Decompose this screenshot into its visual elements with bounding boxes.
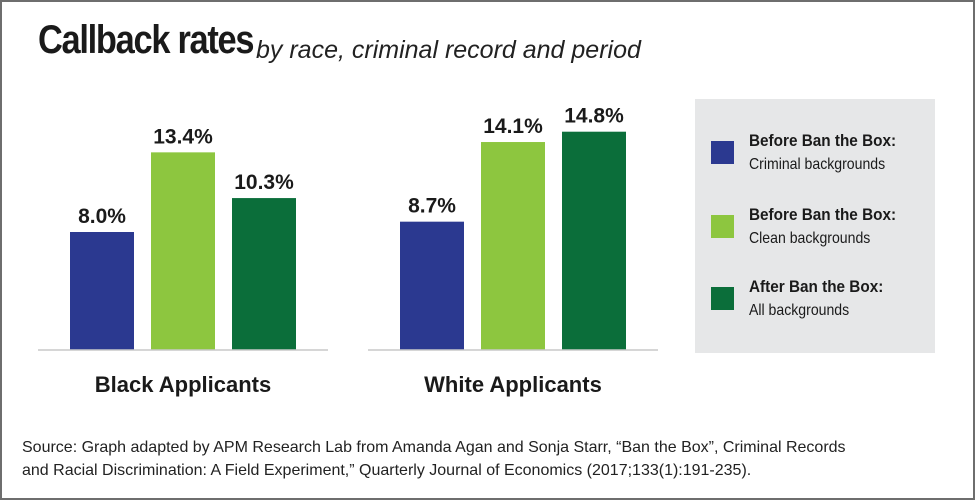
chart-title: Callback rates (38, 18, 255, 62)
bar (562, 131, 626, 350)
legend-sub-criminal: Criminal backgrounds (749, 156, 886, 173)
bar (400, 221, 464, 350)
legend-item-criminal: Before Ban the Box: Criminal backgrounds (711, 129, 931, 189)
bar-group: 8.7% 14.1% 14.8% (400, 105, 626, 350)
bar-value-label: 13.4% (153, 125, 213, 148)
bar-value-label: 8.7% (408, 195, 456, 218)
legend: Before Ban the Box: Criminal backgrounds… (695, 99, 935, 353)
bar (232, 198, 296, 350)
bar-value-label: 10.3% (234, 171, 294, 194)
legend-title-after: After Ban the Box: (749, 277, 884, 296)
legend-item-clean: Before Ban the Box: Clean backgrounds (711, 203, 931, 263)
source-line-1: Source: Graph adapted by APM Research La… (22, 439, 846, 456)
legend-sub-clean: Clean backgrounds (749, 230, 871, 247)
chart-subtitle: by race, criminal record and period (256, 36, 641, 64)
bar-value-label: 14.1% (483, 115, 543, 138)
legend-swatch-clean (711, 215, 734, 238)
source-line-2: and Racial Discrimination: A Field Exper… (22, 462, 752, 479)
bar (151, 152, 215, 350)
legend-swatch-after (711, 287, 734, 310)
legend-item-after: After Ban the Box: All backgrounds (711, 275, 931, 335)
bar (481, 142, 545, 350)
legend-swatch-criminal (711, 141, 734, 164)
bar (70, 232, 134, 350)
legend-sub-after: All backgrounds (749, 302, 850, 319)
legend-title-criminal: Before Ban the Box: (749, 131, 897, 150)
source-note: Source: Graph adapted by APM Research La… (22, 436, 952, 482)
category-label: Black Applicants (95, 372, 271, 397)
bar-group: 8.0% 13.4% 10.3% (70, 125, 296, 350)
bar-value-label: 8.0% (78, 205, 126, 228)
chart-title-row: Callback rates (38, 18, 288, 63)
bar-value-label: 14.8% (564, 105, 624, 128)
category-label: White Applicants (424, 372, 602, 397)
legend-title-clean: Before Ban the Box: (749, 205, 897, 224)
